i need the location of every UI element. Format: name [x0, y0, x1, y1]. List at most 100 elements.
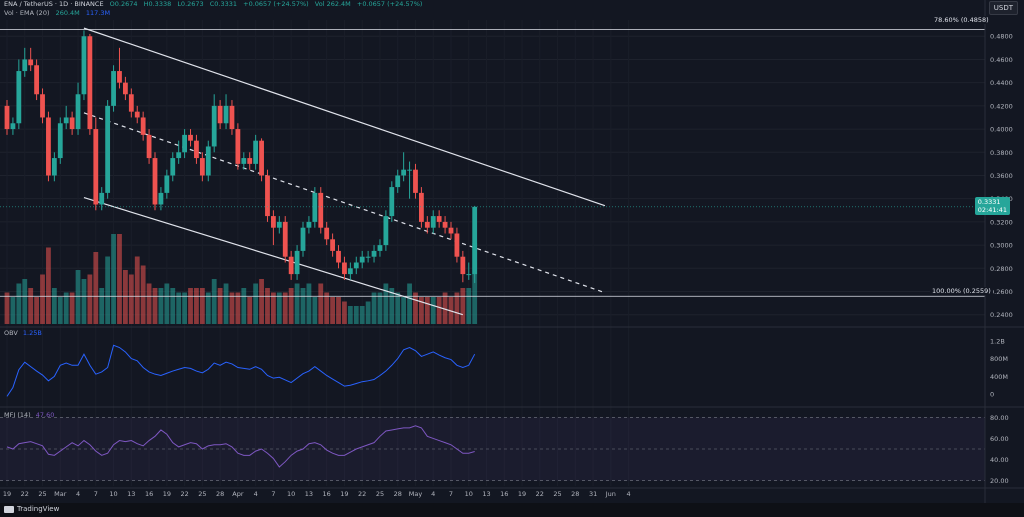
candle[interactable]	[57, 123, 63, 159]
candle[interactable]	[271, 216, 276, 228]
candle[interactable]	[347, 268, 353, 275]
candle[interactable]	[63, 117, 69, 124]
candle[interactable]	[265, 175, 270, 217]
candle[interactable]	[176, 152, 182, 159]
candle[interactable]	[152, 158, 158, 205]
candle[interactable]	[247, 158, 253, 164]
candle[interactable]	[194, 140, 199, 159]
candle[interactable]	[111, 71, 116, 106]
candle[interactable]	[377, 245, 383, 251]
fibonacci-levels[interactable]	[0, 29, 985, 297]
candle[interactable]	[134, 111, 140, 118]
candle[interactable]	[253, 140, 259, 164]
candle[interactable]	[211, 105, 217, 147]
candle[interactable]	[365, 256, 371, 258]
tradingview-logo[interactable]: TradingView	[4, 505, 59, 513]
candle[interactable]	[170, 158, 176, 176]
pane-dividers[interactable]	[0, 0, 1024, 503]
candle[interactable]	[199, 158, 205, 176]
candle[interactable]	[276, 221, 282, 228]
candle[interactable]	[75, 94, 81, 130]
volume-indicator-label[interactable]: Vol · EMA (20)	[4, 9, 50, 17]
candle[interactable]	[16, 71, 22, 124]
time-axis[interactable]: 19 22 25 Mar 4 7 10 13 16 19 22 25 28 Apr 4 7 10 13 16 19 22…	[3, 490, 631, 498]
candle[interactable]	[123, 82, 128, 95]
candle[interactable]	[117, 71, 122, 83]
channel-lower-line[interactable]	[83, 196, 464, 316]
candle[interactable]	[448, 227, 454, 234]
candle[interactable]	[164, 175, 170, 193]
candle[interactable]	[217, 105, 223, 124]
candle[interactable]	[235, 129, 241, 164]
candle[interactable]	[81, 36, 87, 95]
price-scale[interactable]: 0.4800 0.4600 0.4400 0.4200 0.4000 0.3800 0.36…	[990, 33, 1013, 485]
candle[interactable]	[99, 192, 105, 205]
trend-channel[interactable]	[83, 27, 606, 316]
candle[interactable]	[28, 59, 34, 66]
candle[interactable]	[188, 134, 193, 141]
candle[interactable]	[40, 94, 45, 118]
candle[interactable]	[10, 123, 16, 130]
candle[interactable]	[460, 256, 466, 275]
candle[interactable]	[306, 221, 312, 228]
candle[interactable]	[259, 140, 264, 176]
candle[interactable]	[229, 105, 235, 130]
candle[interactable]	[419, 192, 424, 222]
candle[interactable]	[454, 233, 460, 257]
candle[interactable]	[407, 169, 412, 171]
mfi-label[interactable]: MFI (14)	[4, 411, 31, 419]
candle[interactable]	[401, 169, 407, 176]
candle[interactable]	[158, 192, 164, 205]
candle[interactable]	[342, 262, 347, 275]
candle[interactable]	[4, 105, 10, 130]
currency-badge[interactable]: USDT	[988, 1, 1018, 15]
candle[interactable]	[330, 239, 335, 251]
candle[interactable]	[442, 221, 448, 228]
channel-upper-line[interactable]	[83, 27, 606, 207]
candle[interactable]	[472, 206, 478, 275]
candle[interactable]	[359, 256, 365, 263]
candle[interactable]	[128, 94, 134, 112]
channel-mid-line[interactable]	[83, 112, 606, 294]
obv-label[interactable]: OBV	[4, 329, 18, 337]
candle[interactable]	[436, 216, 442, 222]
candle[interactable]	[34, 65, 39, 95]
candle[interactable]	[395, 175, 401, 188]
candle[interactable]	[46, 117, 51, 176]
candle[interactable]	[324, 227, 330, 240]
candle[interactable]	[51, 158, 57, 176]
volume-legend[interactable]: Vol · EMA (20) 260.4M 117.3M	[4, 9, 114, 17]
candle[interactable]	[87, 36, 93, 130]
candle[interactable]	[353, 262, 359, 269]
mfi-legend[interactable]: MFI (14) 47.60	[4, 411, 54, 419]
candle[interactable]	[389, 187, 395, 217]
candle[interactable]	[383, 216, 389, 246]
symbol-name[interactable]: ENA / TetherUS · 1D · BINANCE	[4, 0, 104, 8]
symbol-legend[interactable]: ENA / TetherUS · 1D · BINANCE O0.2674 H0…	[4, 0, 426, 8]
candle[interactable]	[288, 256, 294, 275]
candle[interactable]	[300, 227, 306, 251]
candle[interactable]	[182, 134, 187, 153]
candle[interactable]	[336, 250, 341, 263]
candle[interactable]	[105, 105, 111, 193]
candle[interactable]	[146, 134, 152, 159]
candle[interactable]	[69, 117, 75, 130]
candle[interactable]	[22, 59, 28, 72]
candle[interactable]	[318, 192, 324, 228]
candle[interactable]	[430, 216, 436, 228]
candle[interactable]	[205, 146, 211, 176]
obv-legend[interactable]: OBV 1.25B	[4, 329, 42, 337]
candle[interactable]	[424, 221, 430, 228]
candle[interactable]	[223, 105, 229, 124]
candle[interactable]	[294, 250, 300, 275]
candle[interactable]	[413, 169, 418, 193]
candle[interactable]	[282, 221, 288, 257]
candle[interactable]	[371, 250, 377, 257]
candle[interactable]	[140, 117, 146, 135]
candle[interactable]	[93, 129, 99, 205]
candle[interactable]	[241, 158, 247, 164]
candlestick-series[interactable]	[0, 30, 985, 284]
candle[interactable]	[312, 192, 318, 222]
candle[interactable]	[466, 274, 472, 276]
